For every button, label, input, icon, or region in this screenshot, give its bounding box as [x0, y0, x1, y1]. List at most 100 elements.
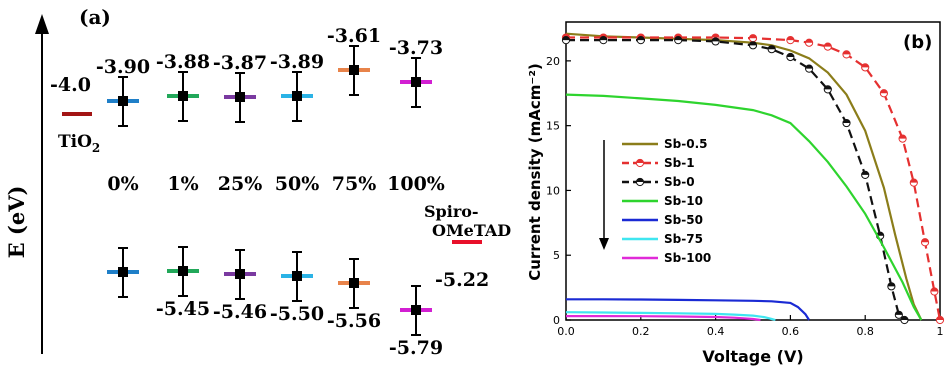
series-sb-0	[561, 36, 909, 325]
legend-label: Sb-0	[664, 175, 695, 189]
data-point-fill	[824, 85, 832, 90]
level-point	[292, 91, 302, 101]
sample-column-75pct: -3.61 75% -5.56	[327, 25, 381, 332]
y-tick-label: 5	[553, 249, 560, 262]
sample-column-0pct: -3.90 0%	[96, 56, 150, 298]
legend-label: Sb-75	[664, 232, 703, 246]
data-point	[823, 85, 832, 94]
upper-value-label: -3.61	[327, 25, 381, 47]
data-point-fill	[880, 89, 888, 94]
lower-level-marker	[400, 285, 432, 336]
plot-frame	[565, 21, 941, 321]
y-tick-label: 20	[546, 55, 560, 68]
tio2-name-label: TiO2	[58, 132, 100, 155]
data-point-fill	[895, 311, 903, 315]
data-point-fill	[600, 36, 607, 41]
data-point-fill	[843, 119, 850, 124]
energy-axis-arrowhead	[35, 14, 49, 34]
upper-value-label: -3.73	[389, 37, 443, 59]
lower-level-marker	[338, 258, 370, 309]
data-point-fill	[787, 53, 794, 57]
data-point	[861, 63, 870, 72]
data-point-fill	[768, 45, 776, 50]
level-point	[178, 91, 188, 101]
data-point	[898, 134, 907, 143]
data-point-fill	[562, 36, 570, 41]
data-point	[805, 38, 814, 47]
legend-marker-fill	[636, 178, 644, 182]
level-point	[411, 305, 421, 315]
legend-item: Sb-100	[622, 251, 711, 265]
data-point	[887, 282, 896, 291]
upper-level-marker	[338, 45, 370, 96]
data-point-fill	[901, 316, 908, 320]
x-tick-label: 1	[937, 325, 944, 338]
data-point	[786, 52, 795, 62]
spiro-name-line2: OMeTAD	[432, 221, 511, 240]
sample-column-50pct: -3.89 50% -5.50	[270, 51, 324, 325]
x-tick-label: 0.4	[707, 325, 725, 338]
data-point	[748, 34, 758, 43]
series-line	[565, 93, 923, 321]
data-point-fill	[637, 36, 645, 41]
data-point-fill	[861, 171, 869, 175]
data-point-fill	[674, 36, 682, 41]
tio2-name-main: TiO	[58, 132, 92, 152]
x-axis-label: Voltage (V)	[702, 347, 803, 366]
data-point	[920, 238, 930, 247]
lower-level-marker	[224, 249, 256, 300]
level-point	[178, 266, 188, 276]
sample-column-1pct: -3.88 1% -5.45	[156, 51, 210, 320]
legend-item: Sb-0	[622, 175, 695, 189]
legend-item: Sb-0.5	[622, 137, 707, 151]
data-point	[842, 50, 851, 59]
sample-name-label: 100%	[387, 173, 445, 195]
y-tick-label: 10	[546, 184, 560, 197]
sample-name-label: 0%	[107, 173, 138, 195]
data-point-fill	[787, 36, 794, 41]
upper-level-marker	[400, 57, 432, 108]
sample-name-label: 50%	[275, 173, 320, 195]
series-line	[566, 298, 811, 321]
series-sb-10	[565, 93, 923, 321]
lower-level-marker	[107, 247, 139, 298]
y-axis-label: Current density (mAcm⁻²)	[526, 63, 544, 281]
level-point	[118, 267, 128, 277]
series-sb-50	[566, 298, 811, 321]
x-tick-label: 0.2	[632, 325, 650, 338]
data-point	[879, 89, 889, 98]
panel-b-label: (b)	[903, 32, 932, 53]
sample-name-label: 75%	[332, 173, 377, 195]
lower-value-label: -5.45	[156, 298, 210, 320]
legend-item: Sb-50	[622, 213, 703, 227]
legend-label: Sb-100	[664, 251, 711, 265]
legend-label: Sb-10	[664, 194, 703, 208]
data-point-fill	[805, 65, 813, 69]
data-point	[935, 315, 945, 325]
y-tick-label: 0	[553, 314, 560, 327]
level-point	[118, 96, 128, 106]
data-point-fill	[824, 43, 832, 47]
spiro-name-line1: Spiro-	[424, 202, 479, 221]
level-point	[349, 65, 359, 75]
legend-marker-fill	[636, 159, 644, 163]
data-point	[636, 36, 645, 45]
level-point	[235, 269, 245, 279]
tio2-value-label: -4.0	[50, 74, 91, 96]
data-point-fill	[921, 238, 929, 243]
series-line	[566, 38, 906, 321]
legend-item: Sb-10	[622, 194, 703, 208]
tio2-name-subscript: 2	[92, 141, 100, 155]
data-point	[805, 64, 814, 73]
legend-label: Sb-50	[664, 213, 703, 227]
data-point	[909, 178, 918, 187]
data-point	[842, 118, 851, 128]
data-point	[711, 37, 720, 46]
lower-level-marker	[281, 251, 313, 302]
level-point	[235, 92, 245, 102]
upper-value-label: -3.88	[156, 51, 210, 73]
lower-level-marker	[167, 246, 199, 297]
lower-value-label: -5.46	[213, 301, 267, 323]
